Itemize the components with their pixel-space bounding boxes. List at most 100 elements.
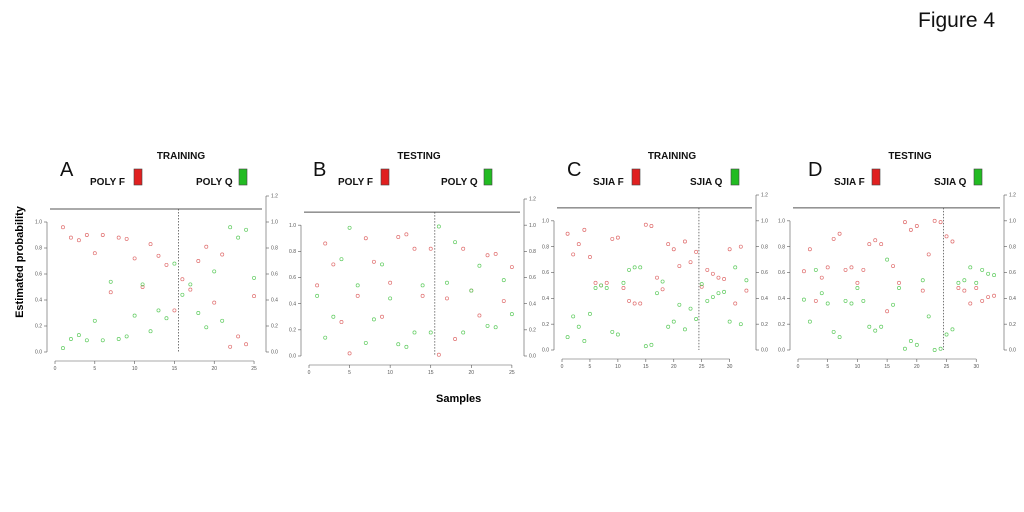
y-tick-label-left: 0.8 (35, 246, 42, 252)
data-point-q (501, 278, 506, 283)
y-tick-label-right: 0.0 (271, 350, 278, 356)
data-point-q (84, 338, 89, 343)
x-tick-label: 25 (509, 370, 515, 376)
data-point-q (92, 318, 97, 323)
x-tick-label: 5 (826, 364, 829, 370)
data-point-f (228, 344, 233, 349)
data-point-q (180, 292, 185, 297)
data-point-q (164, 316, 169, 321)
data-point-f (956, 286, 961, 290)
data-point-f (649, 224, 654, 228)
data-point-f (61, 225, 65, 230)
y-tick-label-right: 0.2 (1009, 322, 1016, 328)
data-point-q (938, 346, 943, 351)
group-label-f: SJIA F (834, 177, 865, 188)
group-label-f: SJIA F (593, 177, 624, 188)
data-point-f (172, 308, 177, 313)
data-point-q (252, 275, 256, 280)
data-point-q (710, 295, 715, 299)
data-point-q (855, 286, 860, 290)
data-point-q (477, 263, 482, 268)
y-tick-label-right: 0.8 (1009, 244, 1016, 250)
data-point-q (861, 298, 866, 303)
x-tick-label: 25 (251, 366, 257, 372)
data-point-q (100, 338, 105, 343)
data-point-q (323, 335, 328, 340)
panel-set-title: TRAINING (157, 151, 206, 162)
y-tick-label-left: 1.0 (35, 220, 42, 226)
data-point-q (885, 257, 890, 262)
data-point-q (355, 283, 360, 288)
data-point-f (331, 262, 336, 267)
y-tick-label-right: 0.6 (271, 272, 278, 278)
data-point-f (252, 294, 256, 299)
data-point-f (576, 242, 581, 247)
data-point-f (897, 280, 901, 285)
data-point-f (323, 241, 328, 246)
x-tick-label: 30 (727, 364, 733, 370)
group-q-color-box (730, 168, 740, 186)
data-point-f (744, 288, 749, 293)
data-point-f (124, 236, 129, 241)
x-tick-label: 10 (855, 364, 861, 370)
x-tick-label: 30 (973, 364, 979, 370)
data-point-f (164, 262, 169, 267)
data-point-q (849, 301, 854, 306)
y-tick-label-right: 0.6 (529, 275, 536, 281)
data-point-f (705, 267, 710, 272)
data-point-q (244, 227, 249, 232)
x-tick-label: 5 (348, 370, 351, 376)
y-tick-label-right: 0.4 (1009, 296, 1016, 302)
data-point-q (671, 319, 676, 324)
data-point-q (116, 337, 121, 341)
data-point-q (582, 339, 587, 343)
y-tick-label-left: 1.0 (289, 223, 296, 229)
data-point-f (716, 275, 721, 280)
data-point-q (638, 265, 643, 270)
data-point-q (228, 225, 233, 230)
group-f-color-box (871, 168, 881, 186)
data-point-q (819, 291, 824, 296)
y-tick-label-left: 0.8 (289, 249, 296, 255)
data-point-f (593, 280, 598, 285)
y-tick-label-left: 0.8 (542, 244, 549, 250)
data-point-f (677, 264, 682, 268)
data-point-f (156, 253, 161, 258)
data-point-q (716, 291, 721, 296)
data-point-f (363, 236, 368, 241)
data-point-q (908, 339, 913, 343)
data-point-q (339, 257, 344, 262)
data-point-f (212, 300, 217, 305)
data-point-q (315, 293, 320, 298)
data-point-f (688, 260, 693, 265)
x-tick-label: 10 (387, 370, 393, 376)
data-point-f (722, 277, 727, 281)
y-tick-label-right: 0.4 (271, 298, 278, 304)
data-point-q (599, 283, 604, 288)
data-point-f (493, 251, 498, 256)
data-point-f (825, 265, 830, 270)
data-point-q (156, 308, 161, 313)
y-tick-label-left: 1.0 (778, 218, 785, 224)
data-point-f (132, 256, 137, 261)
data-point-q (140, 282, 145, 287)
y-tick-label-left: 0.6 (35, 272, 42, 278)
data-point-f (861, 267, 866, 272)
data-point-f (604, 280, 609, 285)
data-point-f (220, 252, 225, 257)
data-point-f (807, 247, 812, 252)
data-point-q (204, 325, 209, 330)
y-tick-label-left: 0.2 (542, 322, 549, 328)
data-point-q (738, 322, 743, 327)
y-tick-label-right: 1.0 (1009, 218, 1016, 224)
data-point-f (204, 244, 209, 249)
data-point-q (587, 311, 592, 316)
y-tick-label-left: 0.4 (778, 296, 785, 302)
group-label-f: POLY F (338, 177, 373, 188)
data-point-f (968, 301, 973, 306)
data-point-q (363, 340, 368, 345)
data-point-q (705, 298, 710, 303)
y-tick-label-right: 1.2 (761, 193, 768, 199)
y-tick-label-right: 0.6 (761, 270, 768, 276)
